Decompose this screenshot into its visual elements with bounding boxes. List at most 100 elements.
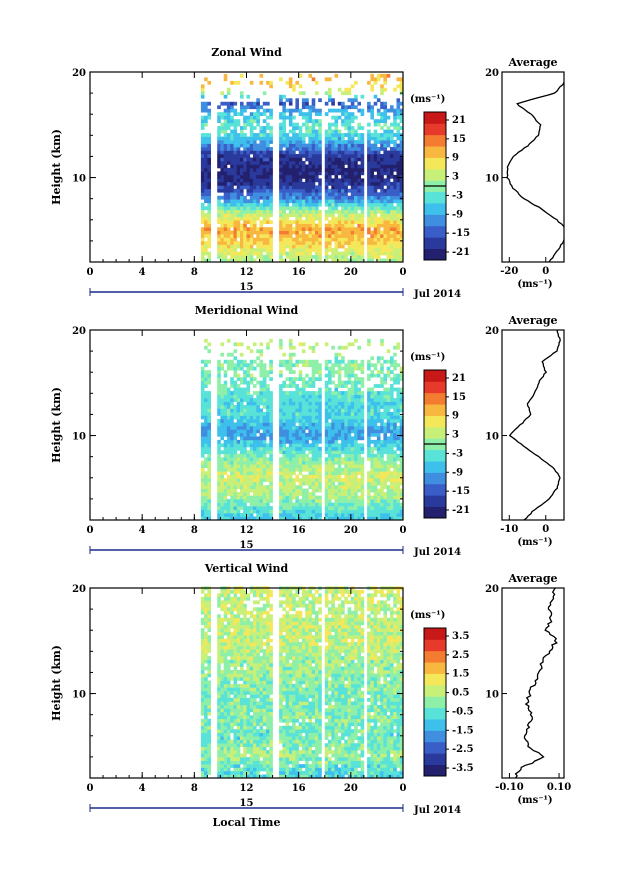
- heatmap-cell: [269, 415, 273, 420]
- heatmap-cell: [324, 488, 329, 493]
- heatmap-cell: [223, 412, 228, 416]
- heatmap-cell: [380, 244, 384, 249]
- heatmap-cell: [233, 481, 238, 486]
- heatmap-cell: [266, 178, 270, 183]
- heatmap-cell: [367, 478, 371, 482]
- heatmap-cell: [370, 167, 374, 172]
- heatmap-cell: [240, 481, 244, 486]
- heatmap-cell: [324, 509, 329, 514]
- heatmap-cell: [285, 167, 290, 172]
- heatmap-cell: [295, 425, 299, 430]
- heatmap-cell: [233, 391, 238, 395]
- heatmap-cell: [262, 216, 267, 221]
- colorbar-tick-label: -3: [452, 190, 463, 201]
- heatmap-cell: [396, 171, 401, 176]
- heatmap-cell: [298, 422, 303, 427]
- heatmap-cell: [204, 122, 208, 127]
- heatmap-cell: [324, 230, 329, 235]
- heatmap-cell: [282, 394, 286, 399]
- heatmap-cell: [341, 133, 345, 137]
- heatmap-cell: [243, 244, 247, 249]
- heatmap-cell: [301, 408, 306, 413]
- heatmap-cell: [390, 161, 394, 165]
- heatmap-cell: [354, 387, 358, 392]
- heatmap-cell: [285, 366, 290, 371]
- heatmap-cell: [292, 425, 296, 430]
- heatmap-cell: [344, 140, 348, 144]
- heatmap-cell: [347, 154, 352, 158]
- heatmap-cell: [357, 122, 361, 127]
- heatmap-cell: [386, 457, 391, 462]
- heatmap-cell: [341, 412, 345, 416]
- heatmap-cell: [220, 188, 224, 193]
- heatmap-cell: [295, 122, 299, 127]
- heatmap-cell: [370, 502, 374, 507]
- heatmap-cell: [376, 513, 381, 517]
- heatmap-cell: [380, 471, 384, 475]
- heatmap-cell: [253, 408, 257, 413]
- heatmap-cell: [269, 248, 273, 252]
- heatmap-cell: [354, 199, 358, 204]
- heatmap-cell: [399, 115, 404, 120]
- heatmap-cell: [230, 133, 234, 137]
- heatmap-cell: [262, 412, 267, 416]
- heatmap-cell: [357, 509, 361, 514]
- heatmap-cell: [226, 422, 231, 427]
- heatmap-cell: [240, 408, 244, 413]
- heatmap-cell: [256, 255, 260, 259]
- colorbar-tick-label: 3: [452, 172, 459, 183]
- heatmap-cell: [200, 161, 205, 165]
- heatmap-cell: [259, 457, 264, 462]
- heatmap-cell: [240, 436, 244, 441]
- heatmap-cell: [226, 91, 231, 96]
- heatmap-cell: [262, 202, 267, 207]
- heatmap-cell: [328, 506, 332, 510]
- heatmap-cell: [380, 412, 384, 416]
- heatmap-cell: [380, 223, 384, 228]
- heatmap-cell: [253, 164, 257, 169]
- heatmap-cell: [279, 237, 283, 242]
- heatmap-cell: [285, 115, 290, 120]
- heatmap-cell: [350, 150, 355, 155]
- heatmap-cell: [220, 450, 224, 455]
- heatmap-cell: [217, 422, 221, 427]
- heatmap-cell: [380, 105, 384, 110]
- heatmap-cell: [288, 129, 293, 134]
- heatmap-cell: [226, 338, 231, 343]
- colorbar-tick-label: -15: [452, 486, 470, 497]
- heatmap-cell: [200, 401, 205, 406]
- heatmap-cell: [386, 227, 391, 231]
- heatmap-cell: [396, 495, 401, 500]
- heatmap-cell: [220, 363, 224, 368]
- heatmap-cell: [301, 150, 306, 155]
- heatmap-cell: [360, 398, 365, 402]
- heatmap-cell: [285, 488, 290, 493]
- heatmap-cell: [259, 450, 264, 455]
- heatmap-cell: [298, 167, 303, 172]
- heatmap-cell: [262, 136, 267, 141]
- heatmap-cell: [226, 481, 231, 486]
- heatmap-cell: [262, 373, 267, 378]
- heatmap-cell: [298, 192, 303, 197]
- heatmap-cell: [373, 363, 378, 368]
- heatmap-cell: [393, 119, 397, 123]
- heatmap-cell: [282, 352, 286, 357]
- heatmap-cell: [315, 157, 319, 162]
- heatmap-cell: [262, 446, 267, 451]
- heatmap-cell: [269, 185, 273, 190]
- y-tick-label: 20: [72, 326, 86, 337]
- heatmap-cell: [331, 488, 335, 493]
- heatmap-cell: [253, 429, 257, 434]
- heatmap-cell: [324, 363, 329, 368]
- heatmap-cell: [350, 181, 355, 186]
- heatmap-cell: [376, 181, 381, 186]
- heatmap-cell: [393, 405, 397, 409]
- heatmap-cell: [207, 133, 211, 137]
- heatmap-cell: [344, 509, 348, 514]
- heatmap-cell: [288, 154, 293, 158]
- heatmap-cell: [305, 460, 309, 465]
- heatmap-cell: [393, 147, 397, 151]
- heatmap-cell: [324, 398, 329, 402]
- heatmap-cell: [367, 338, 371, 343]
- heatmap-cell: [279, 419, 283, 423]
